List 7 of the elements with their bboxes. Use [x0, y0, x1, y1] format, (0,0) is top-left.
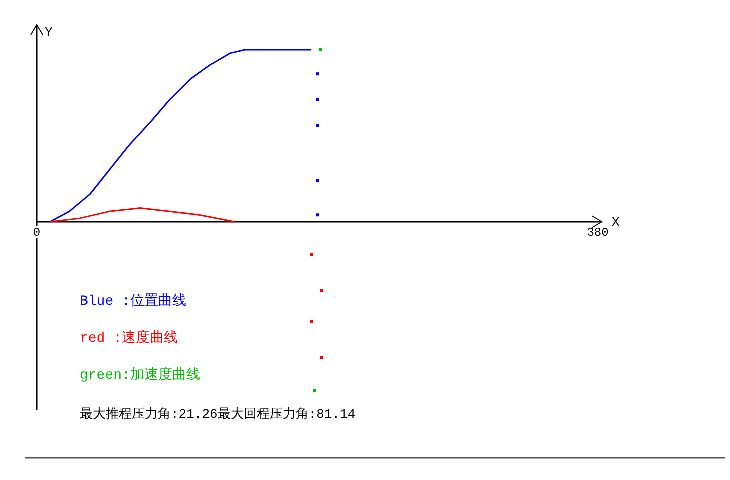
- text: Blue :位置曲线: [80, 293, 186, 310]
- text: red :速度曲线: [80, 330, 178, 347]
- x-axis-title: X: [612, 215, 620, 230]
- text: green:加速度曲线: [80, 367, 200, 384]
- text: 最大推程压力角:21.26最大回程压力角:81.14: [80, 407, 356, 422]
- x-tick-label: 380: [587, 226, 609, 240]
- y-axis-title: Y: [45, 25, 53, 40]
